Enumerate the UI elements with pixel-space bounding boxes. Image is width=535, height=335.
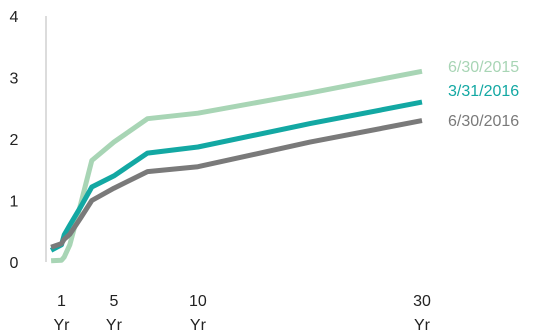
x-tick-number: 10 (189, 293, 207, 310)
y-tick-label: 2 (10, 132, 19, 149)
y-tick-label: 4 (10, 9, 19, 26)
series-line-3 (50, 118, 423, 250)
series-lines (49, 68, 423, 264)
y-tick-label: 0 (10, 255, 19, 272)
legend-label-2: 3/31/2016 (448, 83, 519, 100)
x-tick-label: 30 Yr (413, 293, 431, 334)
series-line-2 (49, 99, 423, 253)
x-tick-number: 1 (57, 293, 66, 310)
legend: 6/30/2015 3/31/2016 6/30/2016 (448, 59, 519, 130)
series-line-1 (50, 68, 423, 264)
x-tick-number: 5 (109, 293, 118, 310)
x-tick-unit: Yr (190, 317, 207, 334)
x-tick-unit: Yr (53, 317, 70, 334)
x-tick-label: 10 Yr (189, 293, 207, 334)
x-tick-number: 30 (413, 293, 431, 310)
legend-label-3: 6/30/2016 (448, 113, 519, 130)
x-tick-label: 1 Yr (53, 293, 70, 334)
y-tick-label: 3 (10, 71, 19, 88)
x-tick-unit: Yr (106, 317, 123, 334)
legend-label-1: 6/30/2015 (448, 59, 519, 76)
x-tick-label: 5 Yr (106, 293, 123, 334)
axes: 0 1 2 3 4 1 Yr 5 Yr 10 Yr 30 Yr (10, 9, 431, 334)
x-tick-unit: Yr (414, 317, 431, 334)
y-tick-label: 1 (10, 194, 19, 211)
